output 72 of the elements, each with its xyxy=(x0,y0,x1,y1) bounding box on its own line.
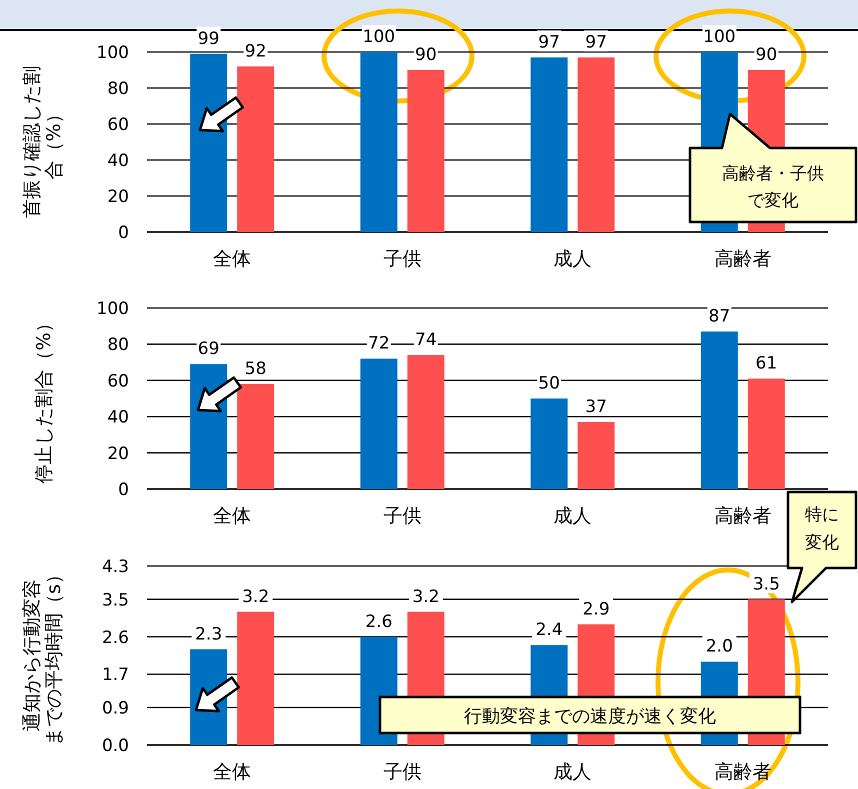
data-label: 61 xyxy=(756,354,778,374)
data-label: 100 xyxy=(703,27,736,47)
text: 2.0 xyxy=(706,636,733,657)
y-tick-label: 0 xyxy=(118,223,129,243)
y-tick-label: 20 xyxy=(107,187,129,207)
y-tick-label: 80 xyxy=(107,335,129,356)
x-tick-label: 子供 xyxy=(383,761,422,783)
y-tick-label: 2.6 xyxy=(102,628,129,648)
text: 3.2 xyxy=(242,586,270,607)
data-label: 92 xyxy=(244,41,266,62)
x-tick-label: 全体 xyxy=(213,248,252,270)
y-tick-label: 60 xyxy=(107,115,129,135)
text: 2.6 xyxy=(365,612,392,632)
x-tick-label: 成人 xyxy=(554,505,592,527)
text: 3.2 xyxy=(412,586,440,607)
text: 2.3 xyxy=(195,624,222,644)
bar xyxy=(530,57,568,232)
data-label: 58 xyxy=(244,359,266,380)
x-tick-label: 子供 xyxy=(383,248,422,270)
bar xyxy=(407,355,444,489)
bar xyxy=(578,422,615,489)
data-label: 87 xyxy=(708,306,730,327)
annotation: 行動変容までの速度が速く変化 xyxy=(464,706,716,727)
y-tick-label: 3.5 xyxy=(102,590,129,610)
y-axis-title: 通知から行動変容までの平均時間（s） xyxy=(21,565,65,746)
x-tick-label: 高齢者 xyxy=(714,505,772,527)
data-label: 74 xyxy=(415,330,437,350)
data-label: 72 xyxy=(368,334,390,354)
y-tick-label: 60 xyxy=(107,371,129,392)
data-label: 90 xyxy=(756,45,778,65)
y-tick-label: 40 xyxy=(107,408,129,428)
data-label: 69 xyxy=(198,339,220,360)
bar xyxy=(748,378,785,489)
bar xyxy=(578,57,615,232)
bar xyxy=(700,332,738,489)
y-tick-label: 100 xyxy=(96,299,129,319)
x-tick-label: 全体 xyxy=(213,505,252,527)
y-tick-label: 0.0 xyxy=(102,736,129,756)
text: 特に変化 xyxy=(805,505,839,553)
x-tick-label: 全体 xyxy=(213,761,252,783)
text: 3.5 xyxy=(752,574,780,594)
y-tick-label: 20 xyxy=(107,444,129,464)
bar xyxy=(237,66,274,232)
data-label: 97 xyxy=(585,32,607,52)
y-tick-label: 80 xyxy=(107,79,129,99)
bar xyxy=(237,612,274,745)
text: 2.9 xyxy=(582,599,610,620)
y-tick-label: 1.7 xyxy=(102,665,129,686)
y-tick-label: 40 xyxy=(107,151,129,171)
data-label: 50 xyxy=(538,374,560,394)
y-tick-label: 4.3 xyxy=(102,557,129,577)
y-tick-label: 100 xyxy=(96,43,129,63)
bar xyxy=(360,52,398,232)
x-tick-label: 高齢者 xyxy=(714,248,772,270)
x-tick-label: 子供 xyxy=(383,505,422,527)
bar xyxy=(237,384,274,489)
y-tick-label: 0.9 xyxy=(102,698,129,719)
y-axis-title: 停止した割合（%） xyxy=(33,313,55,484)
annotation: 高齢者・子供で変化 xyxy=(722,164,824,211)
data-label: 97 xyxy=(538,32,560,52)
data-label: 90 xyxy=(415,45,437,65)
x-tick-label: 成人 xyxy=(554,248,592,270)
data-label: 37 xyxy=(585,397,607,418)
bar xyxy=(407,70,444,232)
data-label: 99 xyxy=(198,28,220,49)
y-tick-label: 0 xyxy=(118,480,129,500)
text: 2.4 xyxy=(536,620,563,640)
x-tick-label: 成人 xyxy=(554,761,592,783)
bar xyxy=(360,358,398,489)
bar xyxy=(530,398,568,489)
data-label: 100 xyxy=(362,27,396,47)
y-axis-title: 首振り確認した割合（%） xyxy=(21,66,65,218)
